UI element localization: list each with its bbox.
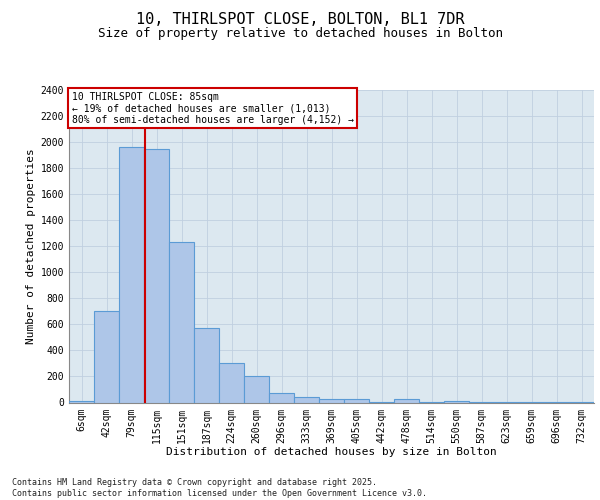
Bar — [269, 392, 294, 402]
Bar — [244, 376, 269, 402]
Bar — [69, 400, 94, 402]
Text: 10, THIRLSPOT CLOSE, BOLTON, BL1 7DR: 10, THIRLSPOT CLOSE, BOLTON, BL1 7DR — [136, 12, 464, 28]
Bar — [219, 363, 244, 403]
Bar — [319, 398, 344, 402]
Bar — [394, 398, 419, 402]
Bar — [444, 400, 469, 402]
Bar — [294, 398, 319, 402]
Bar — [94, 312, 119, 402]
Bar — [169, 242, 194, 402]
Y-axis label: Number of detached properties: Number of detached properties — [26, 148, 37, 344]
X-axis label: Distribution of detached houses by size in Bolton: Distribution of detached houses by size … — [166, 447, 497, 457]
Bar — [119, 148, 144, 402]
Bar — [344, 398, 369, 402]
Text: Contains HM Land Registry data © Crown copyright and database right 2025.
Contai: Contains HM Land Registry data © Crown c… — [12, 478, 427, 498]
Text: Size of property relative to detached houses in Bolton: Size of property relative to detached ho… — [97, 28, 503, 40]
Bar — [194, 328, 219, 402]
Text: 10 THIRLSPOT CLOSE: 85sqm
← 19% of detached houses are smaller (1,013)
80% of se: 10 THIRLSPOT CLOSE: 85sqm ← 19% of detac… — [71, 92, 353, 125]
Bar — [144, 148, 169, 402]
